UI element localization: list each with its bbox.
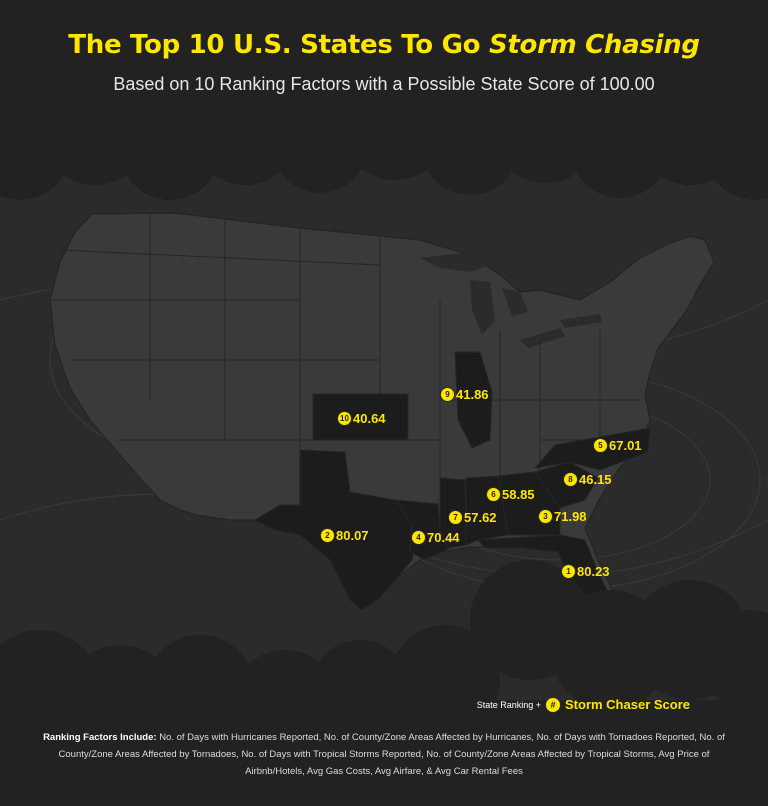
marker-mississippi: 7 57.62 bbox=[449, 510, 497, 525]
rank-badge: 8 bbox=[564, 473, 577, 486]
state-north-carolina bbox=[533, 427, 651, 471]
top-clouds bbox=[0, 0, 768, 200]
great-lakes bbox=[420, 252, 602, 348]
state-texas bbox=[253, 449, 421, 611]
marker-alabama: 6 58.85 bbox=[487, 487, 535, 502]
legend-score-label: Storm Chaser Score bbox=[565, 697, 690, 712]
rank-badge: 2 bbox=[321, 529, 334, 542]
marker-north-carolina: 5 67.01 bbox=[594, 438, 642, 453]
state-kansas bbox=[312, 393, 409, 441]
footnote-lead: Ranking Factors Include: bbox=[43, 732, 157, 743]
state-louisiana bbox=[395, 499, 451, 561]
rank-badge: 6 bbox=[487, 488, 500, 501]
marker-kansas: 10 40.64 bbox=[338, 411, 386, 426]
score-label: 40.64 bbox=[353, 411, 386, 426]
score-label: 46.15 bbox=[579, 472, 612, 487]
marker-georgia: 3 71.98 bbox=[539, 509, 587, 524]
legend-symbol: # bbox=[546, 697, 560, 712]
state-illinois bbox=[454, 351, 493, 449]
marker-texas: 2 80.07 bbox=[321, 528, 369, 543]
rank-badge: 3 bbox=[539, 510, 552, 523]
marker-illinois: 9 41.86 bbox=[441, 387, 489, 402]
score-label: 58.85 bbox=[502, 487, 535, 502]
legend-state-ranking: State Ranking + bbox=[476, 699, 541, 710]
rank-badge: 10 bbox=[338, 412, 351, 425]
rank-badge: 7 bbox=[449, 511, 462, 524]
marker-south-carolina: 8 46.15 bbox=[564, 472, 612, 487]
rank-badge: 5 bbox=[594, 439, 607, 452]
bottom-clouds bbox=[0, 560, 768, 806]
rank-badge: 1 bbox=[562, 565, 575, 578]
title-emphasis: Storm Chasing bbox=[488, 30, 700, 60]
marker-florida: 1 80.23 bbox=[562, 564, 610, 579]
legend: State Ranking + # Storm Chaser Score bbox=[477, 697, 690, 712]
marker-louisiana: 4 70.44 bbox=[412, 530, 460, 545]
page-subtitle: Based on 10 Ranking Factors with a Possi… bbox=[113, 74, 655, 94]
title-main: The Top 10 U.S. States To Go bbox=[68, 30, 489, 60]
rank-badge: 4 bbox=[412, 531, 425, 544]
score-label: 67.01 bbox=[609, 438, 642, 453]
score-label: 57.62 bbox=[464, 510, 497, 525]
score-label: 41.86 bbox=[456, 387, 489, 402]
score-label: 80.23 bbox=[577, 564, 610, 579]
rank-badge: 9 bbox=[441, 388, 454, 401]
ranking-factors-note: Ranking Factors Include: No. of Days wit… bbox=[40, 729, 728, 780]
footnote-text: No. of Days with Hurricanes Reported, No… bbox=[58, 732, 725, 777]
page-title: The Top 10 U.S. States To Go Storm Chasi… bbox=[0, 30, 768, 60]
score-label: 70.44 bbox=[427, 530, 460, 545]
score-label: 71.98 bbox=[554, 509, 587, 524]
score-label: 80.07 bbox=[336, 528, 369, 543]
